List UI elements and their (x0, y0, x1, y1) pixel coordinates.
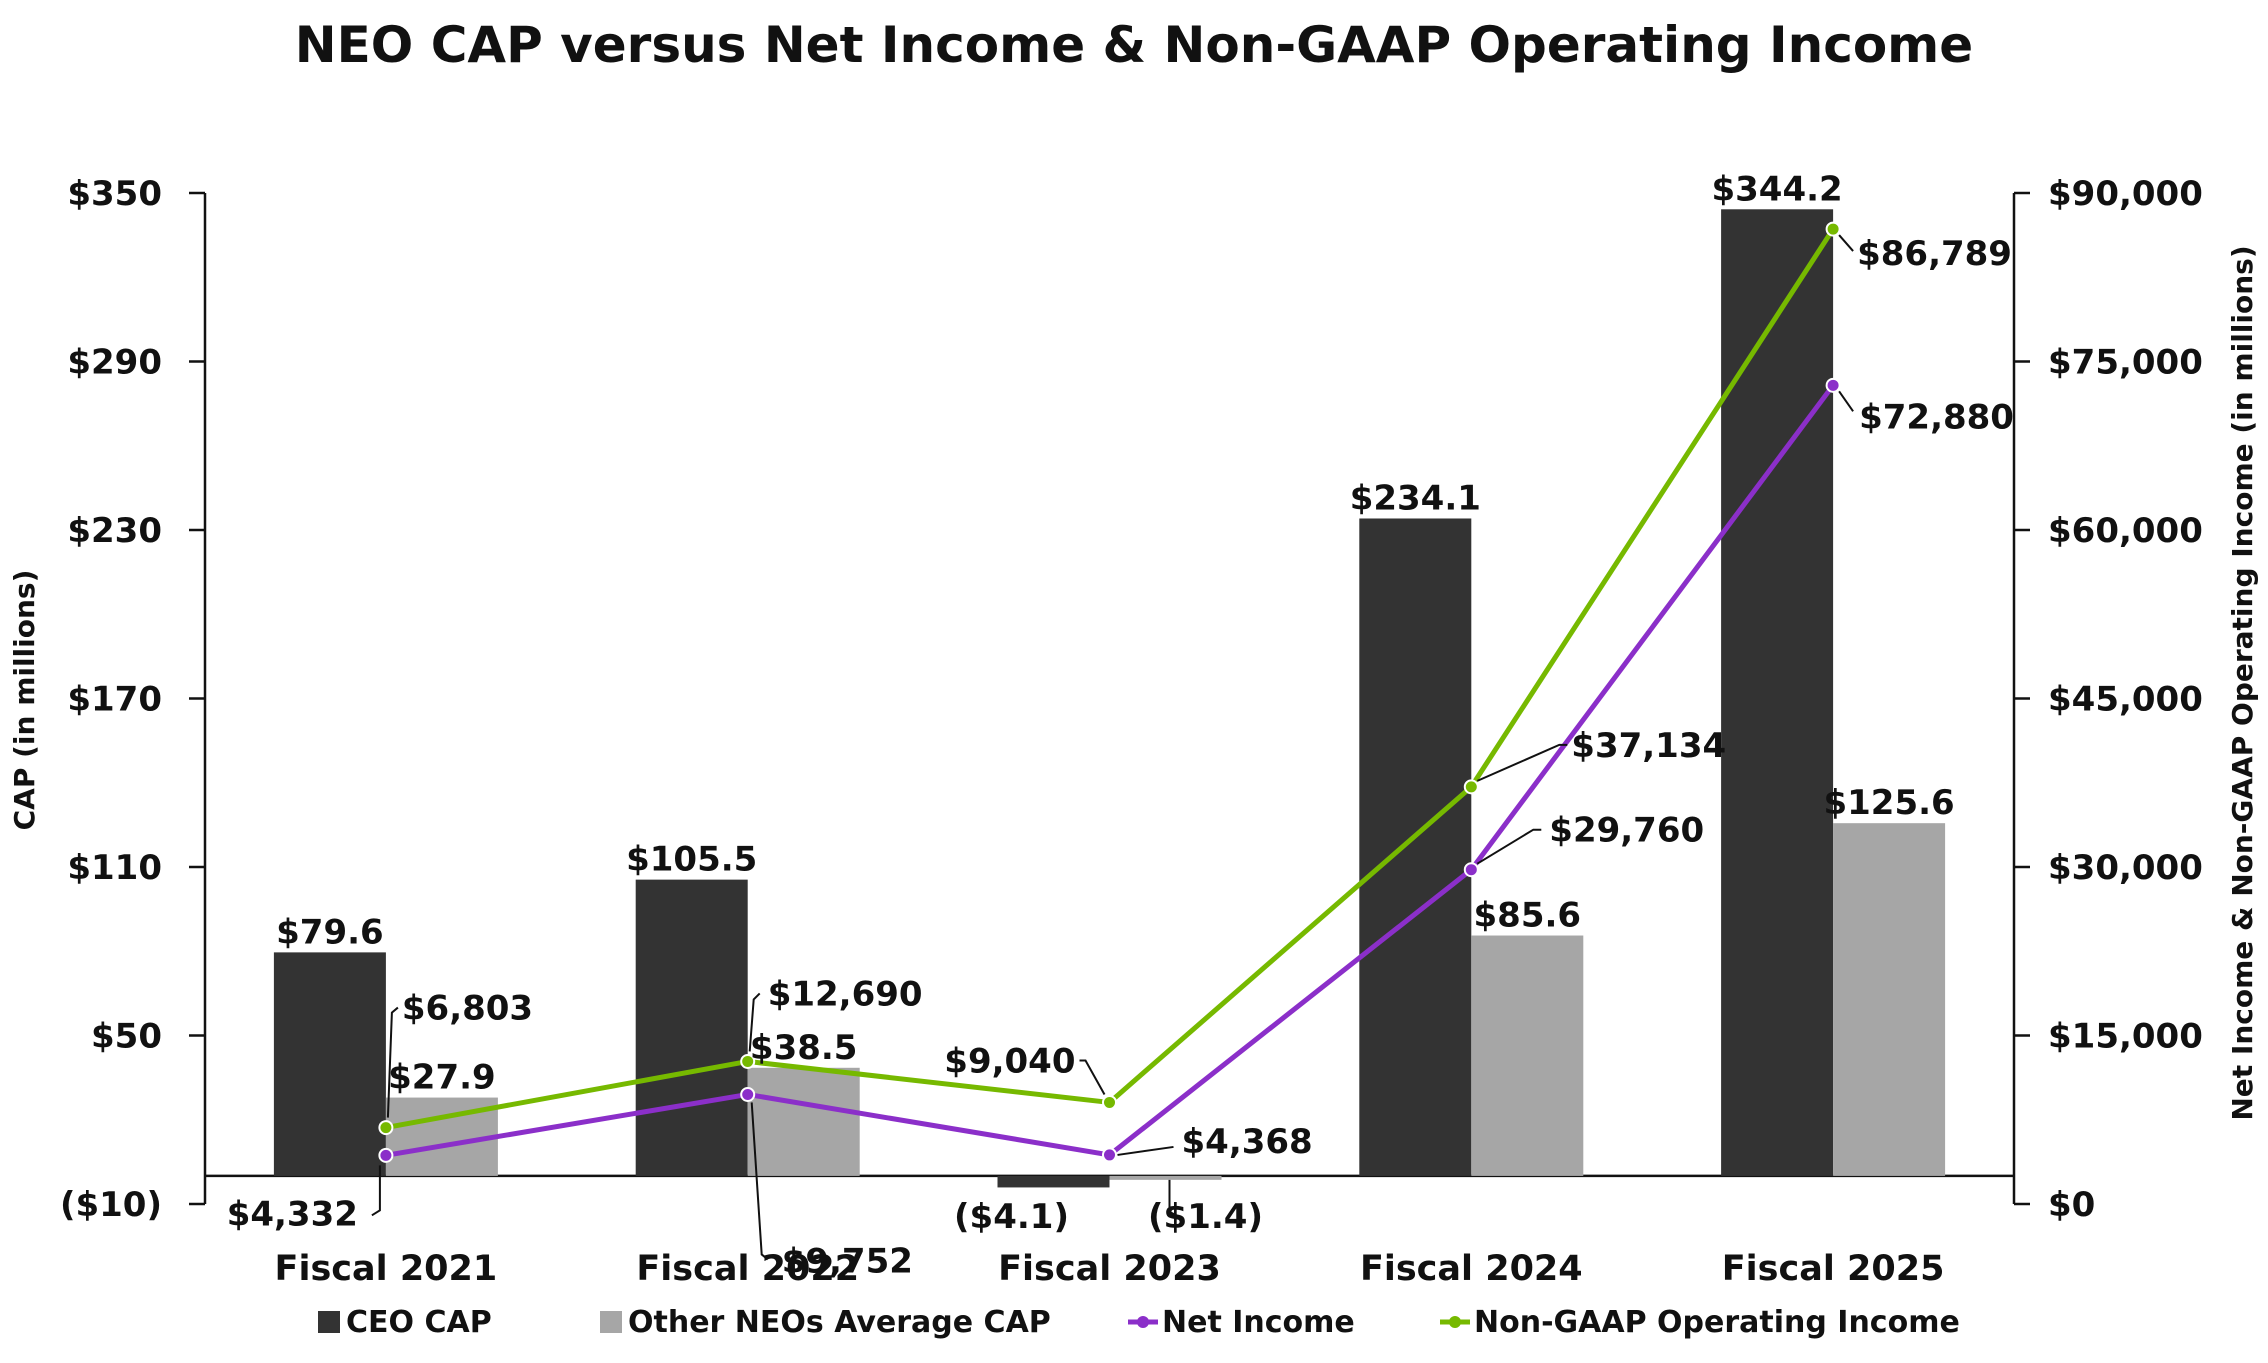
y-tick-label: $290 (67, 343, 162, 383)
neo-avg-cap-label: ($1.4) (1148, 1197, 1263, 1237)
y-tick-label: $230 (67, 511, 162, 551)
y2-tick-label: $30,000 (2048, 848, 2203, 888)
y-tick-label: $50 (91, 1017, 162, 1057)
y2-tick-label: $60,000 (2048, 511, 2203, 551)
neo-avg-cap-label: $85.6 (1474, 896, 1582, 936)
x-tick-label: Fiscal 2024 (1360, 1249, 1583, 1289)
data-labels: $79.6 $105.5 ($4.1) $234.1 $344.2 $27.9 $38.5 (… (227, 169, 2014, 1281)
y2-axis-label: Net Income & Non-GAAP Operating Income (… (2226, 245, 2259, 1120)
neo-avg-cap-bar (1471, 935, 1584, 1176)
net-income-label: $29,760 (1549, 811, 1704, 851)
ceo-cap-label: $105.5 (626, 840, 757, 880)
y-tick-label: $110 (67, 848, 162, 888)
ceo-cap-label: $234.1 (1350, 478, 1481, 518)
leader-line (1168, 1179, 1178, 1217)
x-tick-label: Fiscal 2023 (998, 1249, 1221, 1289)
non-gaap-label: $12,690 (768, 974, 923, 1014)
y-tick-label: $350 (67, 174, 162, 214)
net-income-point (740, 1086, 756, 1102)
leader-line (1476, 743, 1568, 782)
net-income-label: $9,752 (782, 1241, 913, 1281)
net-income-point (1825, 377, 1841, 393)
leader-line (750, 1102, 769, 1261)
net-income-point (1463, 862, 1479, 878)
leader-line (1476, 828, 1542, 865)
leader-line (386, 1006, 399, 1118)
y2-tick-label: $15,000 (2048, 1017, 2203, 1057)
neo-avg-cap-label: $38.5 (750, 1028, 858, 1068)
legend-marker-non-gaap (1449, 1316, 1461, 1328)
leader-line (371, 1165, 381, 1217)
y2-tick-label: $90,000 (2048, 174, 2203, 214)
leader-line (1117, 1145, 1174, 1156)
y-tick-label: $170 (67, 680, 162, 720)
legend-swatch-ceo-cap (318, 1311, 340, 1333)
y2-tick-label: $75,000 (2048, 343, 2203, 383)
net-income-label: $4,332 (227, 1194, 358, 1234)
non-gaap-point (1825, 221, 1841, 237)
bars (273, 209, 1946, 1188)
legend-label-ceo-cap: CEO CAP (346, 1305, 492, 1340)
legend-marker-net-income (1137, 1316, 1149, 1328)
leader-line (1838, 234, 1854, 252)
ceo-cap-label: $79.6 (276, 912, 384, 952)
non-gaap-label: $86,789 (1857, 234, 2012, 274)
non-gaap-label: $37,134 (1571, 726, 1726, 766)
ceo-cap-bar (997, 1175, 1110, 1188)
ceo-cap-bar (1359, 518, 1472, 1176)
neo-avg-cap-label: $125.6 (1823, 783, 1954, 823)
net-income-point (1102, 1147, 1117, 1163)
neo-avg-cap-bar (1109, 1175, 1222, 1180)
ceo-cap-bar (635, 879, 748, 1176)
leader-line (748, 992, 761, 1052)
x-tick-label: Fiscal 2021 (275, 1249, 498, 1289)
non-gaap-label: $9,040 (944, 1041, 1075, 1081)
axes: ($10) $50 $110 $170 $230 $290 $350 $0 $15,000 $30… (60, 174, 2203, 1289)
neo-avg-cap-label: $27.9 (388, 1058, 496, 1098)
x-tick-label: Fiscal 2025 (1722, 1249, 1945, 1289)
chart-title: NEO CAP versus Net Income & Non-GAAP Ope… (295, 16, 1973, 74)
leader-line (1838, 390, 1854, 412)
ceo-cap-bar (1721, 209, 1834, 1176)
ceo-cap-bar (273, 952, 386, 1176)
legend-label-non-gaap: Non-GAAP Operating Income (1474, 1305, 1960, 1340)
net-income-point (378, 1147, 394, 1163)
legend: CEO CAP Other NEOs Average CAP Net Income N… (318, 1305, 1960, 1340)
net-income-line (385, 383, 1836, 1158)
legend-label-net-income: Net Income (1162, 1305, 1355, 1340)
ceo-cap-label: ($4.1) (954, 1197, 1069, 1237)
legend-swatch-neo-avg-cap (600, 1311, 622, 1333)
y2-tick-label: $0 (2048, 1185, 2095, 1225)
lines (378, 221, 1841, 1163)
y-tick-label: ($10) (60, 1185, 162, 1225)
non-gaap-point (1102, 1094, 1117, 1110)
non-gaap-point (740, 1053, 756, 1069)
non-gaap-point (378, 1120, 394, 1136)
net-income-label: $4,368 (1182, 1122, 1313, 1162)
leader-line (1079, 1059, 1106, 1095)
x-tick-label: Fiscal 2022 (636, 1249, 859, 1289)
neo-avg-cap-bar (747, 1067, 860, 1176)
legend-label-neo-avg-cap: Other NEOs Average CAP (628, 1305, 1051, 1340)
y2-tick-label: $45,000 (2048, 680, 2203, 720)
neo-avg-cap-bar (1833, 823, 1946, 1176)
net-income-label: $72,880 (1859, 397, 2014, 437)
non-gaap-point (1463, 779, 1479, 795)
y-axis-label: CAP (in millions) (8, 570, 41, 831)
non-gaap-label: $6,803 (402, 989, 533, 1029)
ceo-cap-label: $344.2 (1711, 169, 1842, 209)
